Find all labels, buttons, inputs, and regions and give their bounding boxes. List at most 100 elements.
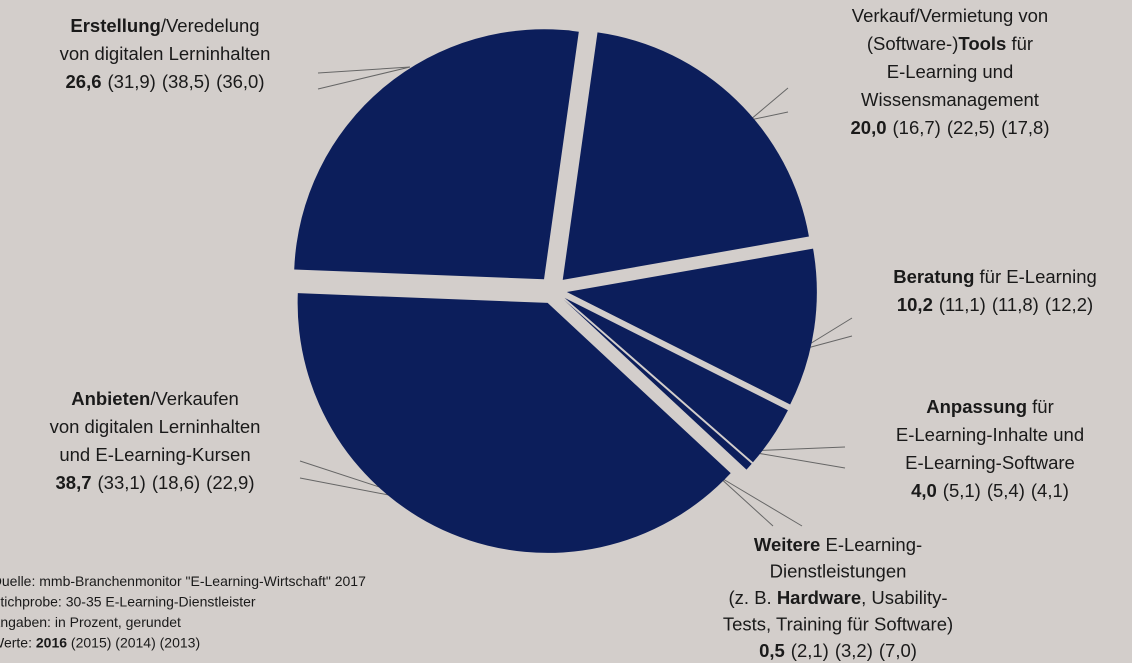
leader-line	[744, 450, 846, 469]
leader-line	[317, 66, 411, 74]
previous-value: (36,0)	[216, 71, 264, 92]
label-line: Wissensmanagement	[861, 89, 1039, 110]
label-bold: Anpassung	[926, 396, 1027, 417]
value-line: 38,7 (33,1) (18,6) (22,9)	[56, 472, 255, 493]
label-line: Dienstleistungen	[770, 561, 907, 582]
label-bold: Hardware	[777, 587, 861, 608]
pie-slice	[563, 299, 752, 470]
leader-line	[317, 66, 411, 90]
note: Angaben: in Prozent, gerundet	[0, 614, 181, 630]
label-bold: Beratung	[893, 266, 974, 287]
label-text: Dienstleistungen	[770, 561, 907, 582]
previous-value: (3,2)	[835, 640, 873, 661]
note: Werte: 2016 (2015) (2014) (2013)	[0, 635, 200, 651]
label-line: E-Learning und	[887, 61, 1014, 82]
previous-value: (22,9)	[206, 472, 254, 493]
label-line: Anbieten/Verkaufen	[71, 388, 239, 409]
value-line: 4,0 (5,1) (5,4) (4,1)	[911, 480, 1069, 501]
slice-label: Beratung für E-Learning 10,2 (11,1) (11,8) (…	[893, 266, 1097, 315]
label-text: E-Learning-Inhalte und	[896, 424, 1084, 445]
label-text: /Verkaufen	[150, 388, 238, 409]
label-line: und E-Learning-Kursen	[59, 444, 250, 465]
value-line: 10,2 (11,1) (11,8) (12,2)	[897, 294, 1093, 315]
note: Quelle: mmb-Branchenmonitor "E-Learning-…	[0, 573, 366, 589]
previous-value: (38,5)	[162, 71, 210, 92]
label-bold: Tools	[958, 33, 1006, 54]
label-text: (z. B.	[729, 587, 777, 608]
previous-value: (17,8)	[1001, 117, 1049, 138]
value-label: 20,0	[851, 117, 887, 138]
label-line: Tests, Training für Software)	[723, 614, 953, 635]
label-line: (Software-)Tools für	[867, 33, 1033, 54]
label-text: E-Learning und	[887, 61, 1014, 82]
previous-value: (31,9)	[108, 71, 156, 92]
label-text: (Software-)	[867, 33, 959, 54]
value-line: 26,6 (31,9) (38,5) (36,0)	[66, 71, 265, 92]
slice-label: Anbieten/Verkaufen von digitalen Lerninha…	[50, 388, 261, 493]
label-line: E-Learning-Software	[905, 452, 1075, 473]
label-text: Stichprobe: 30-35 E-Learning-Dienstleist…	[0, 594, 256, 610]
leader-line	[717, 475, 774, 527]
previous-value: (5,1)	[943, 480, 981, 501]
previous-value: (18,6)	[152, 472, 200, 493]
leader-line	[717, 475, 803, 527]
label-line: Erstellung/Veredelung	[70, 15, 259, 36]
value-label: 4,0	[911, 480, 937, 501]
slice-label: Verkauf/Vermietung von (Software-)Tools f…	[851, 5, 1050, 138]
label-text: E-Learning-Software	[905, 452, 1075, 473]
label-text: Tests, Training für Software)	[723, 614, 953, 635]
label-line: Beratung für E-Learning	[893, 266, 1097, 287]
value-label: 26,6	[66, 71, 102, 92]
previous-value: (11,8)	[992, 294, 1039, 315]
label-text: von digitalen Lerninhalten	[60, 43, 271, 64]
slice-label: Weitere E-Learning- Dienstleistungen (z. B…	[723, 534, 953, 661]
label-line: Weitere E-Learning-	[754, 534, 922, 555]
leader-lines	[299, 66, 853, 527]
label-text: Angaben: in Prozent, gerundet	[0, 614, 181, 630]
label-line: von digitalen Lerninhalten	[50, 416, 261, 437]
label-bold: 2016	[36, 635, 67, 651]
label-line: Anpassung für	[926, 396, 1053, 417]
label-text: für	[1006, 33, 1033, 54]
value-line: 0,5 (2,1) (3,2) (7,0)	[759, 640, 917, 661]
label-text: , Usability-	[861, 587, 947, 608]
pie-slice	[564, 297, 788, 463]
previous-value: (16,7)	[893, 117, 941, 138]
label-line: Verkauf/Vermietung von	[852, 5, 1048, 26]
label-text: für E-Learning	[974, 266, 1096, 287]
value-label: 0,5	[759, 640, 785, 661]
note: Stichprobe: 30-35 E-Learning-Dienstleist…	[0, 594, 256, 610]
pie-slice	[297, 293, 731, 553]
pie-slice	[566, 248, 817, 405]
label-text: für	[1027, 396, 1054, 417]
previous-value: (11,1)	[939, 294, 986, 315]
label-text: Quelle: mmb-Branchenmonitor "E-Learning-…	[0, 573, 366, 589]
pie-slice	[294, 29, 579, 280]
label-text: Werte:	[0, 635, 36, 651]
slice-label: Anpassung für E-Learning-Inhalte und E-Lea…	[896, 396, 1084, 501]
pie-slice	[562, 32, 809, 280]
value-line: 20,0 (16,7) (22,5) (17,8)	[851, 117, 1050, 138]
previous-value: (7,0)	[879, 640, 917, 661]
label-line: E-Learning-Inhalte und	[896, 424, 1084, 445]
label-bold: Weitere	[754, 534, 821, 555]
previous-value: (33,1)	[98, 472, 146, 493]
label-bold: Erstellung	[70, 15, 160, 36]
slice-label: Erstellung/Veredelung von digitalen Lerni…	[60, 15, 271, 92]
leader-line	[749, 111, 789, 121]
label-text: und E-Learning-Kursen	[59, 444, 250, 465]
leader-line	[749, 87, 789, 121]
label-text: Verkauf/Vermietung von	[852, 5, 1048, 26]
previous-value: (22,5)	[947, 117, 995, 138]
label-text: (2015) (2014) (2013)	[67, 635, 200, 651]
value-label: 38,7	[56, 472, 92, 493]
previous-value: (4,1)	[1031, 480, 1069, 501]
value-label: 10,2	[897, 294, 933, 315]
label-bold: Anbieten	[71, 388, 150, 409]
label-text: von digitalen Lerninhalten	[50, 416, 261, 437]
label-line: von digitalen Lerninhalten	[60, 43, 271, 64]
label-text: E-Learning-	[820, 534, 922, 555]
previous-value: (5,4)	[987, 480, 1025, 501]
